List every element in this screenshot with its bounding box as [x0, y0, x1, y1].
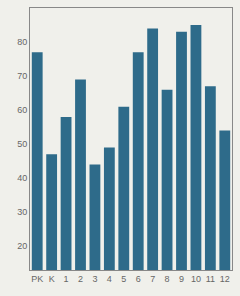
svg-text:1: 1 — [64, 274, 69, 284]
svg-text:7: 7 — [150, 274, 155, 284]
svg-text:60: 60 — [17, 105, 27, 115]
svg-text:30: 30 — [17, 207, 27, 217]
svg-text:9: 9 — [179, 274, 184, 284]
svg-text:5: 5 — [121, 274, 126, 284]
svg-text:K: K — [49, 274, 55, 284]
svg-text:11: 11 — [206, 274, 215, 284]
svg-text:10: 10 — [191, 274, 201, 284]
svg-text:8: 8 — [165, 274, 170, 284]
svg-text:70: 70 — [17, 71, 27, 81]
svg-text:2: 2 — [78, 274, 83, 284]
svg-text:40: 40 — [17, 173, 27, 183]
svg-text:80: 80 — [17, 37, 27, 47]
svg-text:3: 3 — [92, 274, 97, 284]
svg-text:PK: PK — [31, 274, 43, 284]
svg-text:20: 20 — [17, 241, 27, 251]
svg-text:6: 6 — [136, 274, 141, 284]
svg-text:4: 4 — [107, 274, 112, 284]
svg-text:12: 12 — [220, 274, 230, 284]
svg-text:50: 50 — [17, 139, 27, 149]
